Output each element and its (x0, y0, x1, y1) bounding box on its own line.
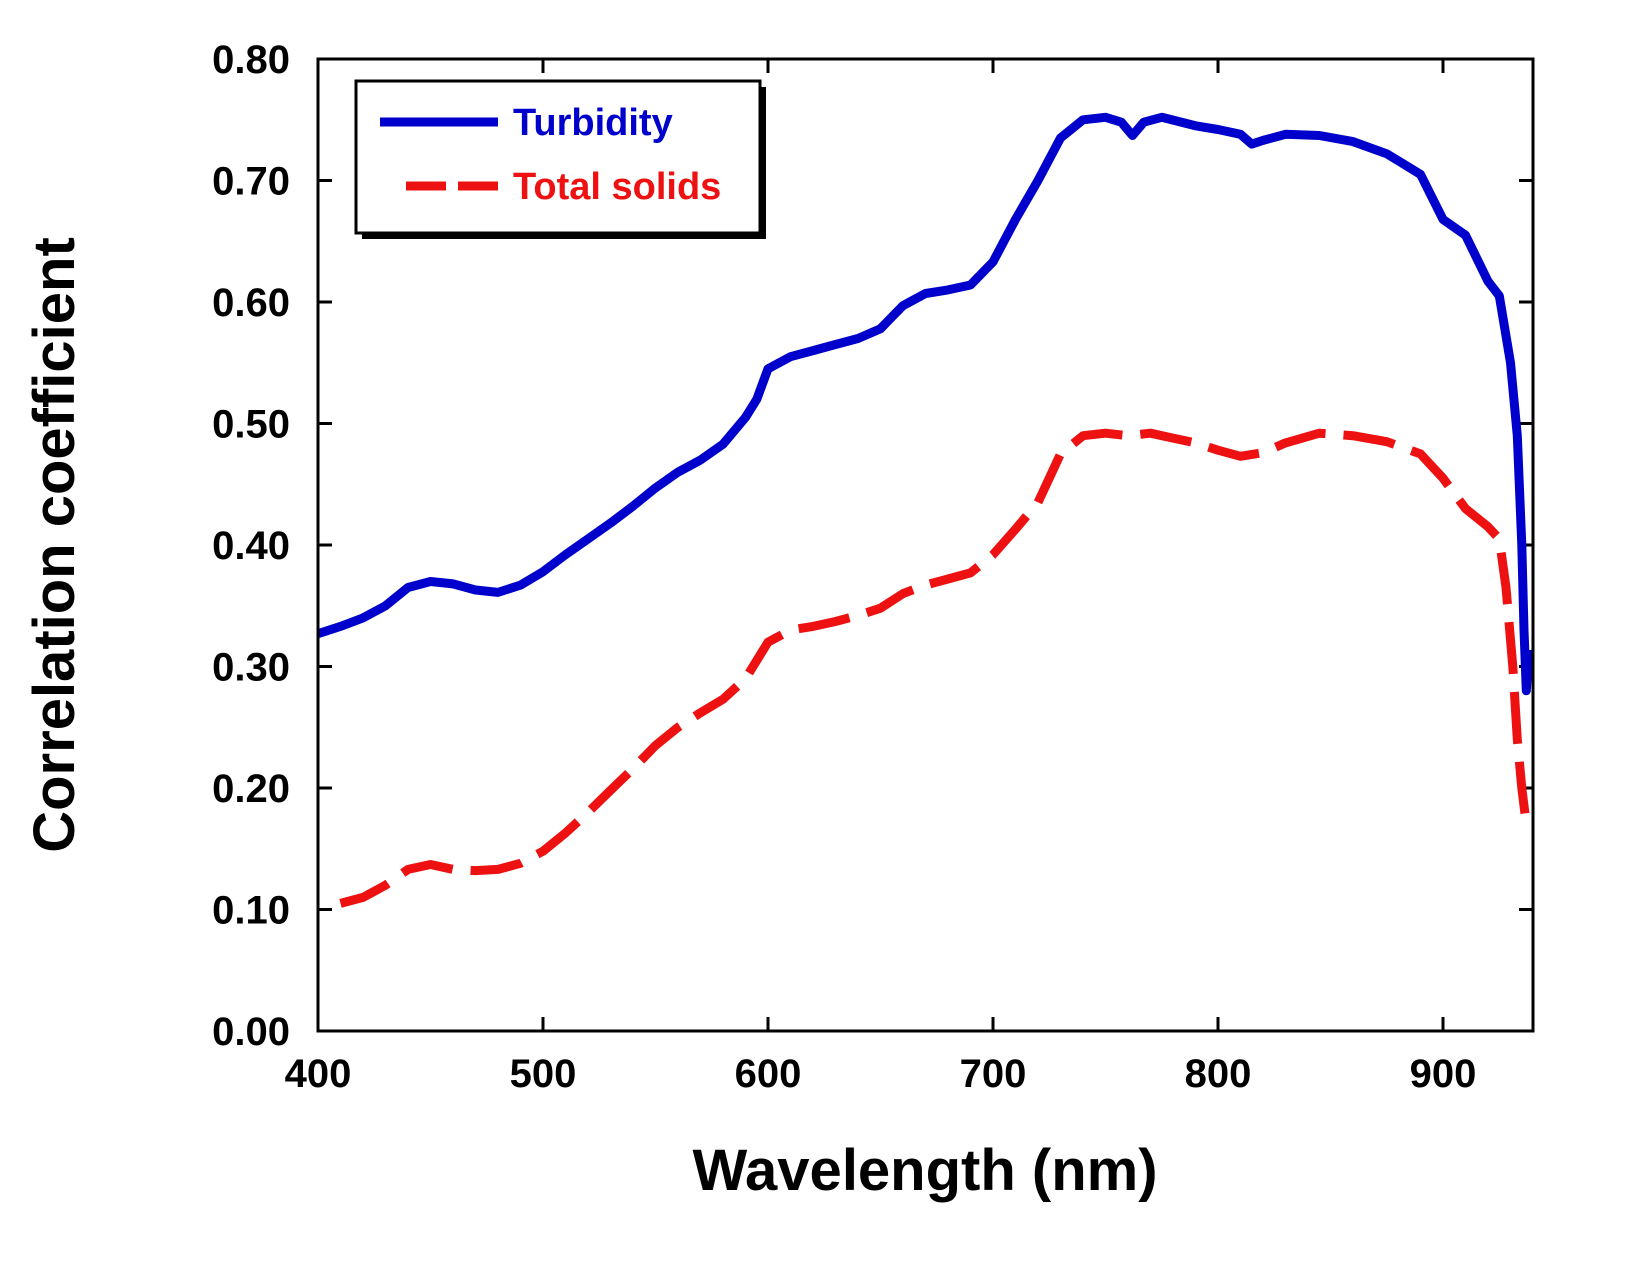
series-layer (318, 112, 1534, 908)
series-line-turbidity (318, 112, 1534, 696)
x-tick-label: 800 (1185, 1052, 1252, 1096)
y-axis-title: Correlation coefficient (22, 237, 87, 853)
x-tick-label: 500 (510, 1052, 577, 1096)
plot-frame (316, 57, 1535, 1033)
y-tick-label: 0.40 (212, 524, 290, 568)
x-tick-label: 600 (735, 1052, 802, 1096)
y-tick-label: 0.00 (212, 1010, 290, 1054)
legend-label-total-solids: Total solids (513, 166, 721, 208)
x-tick-label: 700 (960, 1052, 1027, 1096)
x-tick-label: 400 (285, 1052, 352, 1096)
y-tick-label: 0.80 (212, 38, 290, 82)
y-tick-label: 0.60 (212, 281, 290, 325)
x-tick-label: 900 (1410, 1052, 1477, 1096)
y-tick-label: 0.50 (212, 403, 290, 447)
x-axis-title: Wavelength (nm) (692, 1138, 1157, 1203)
series-line-total-solids (339, 428, 1531, 908)
y-tick-label: 0.70 (212, 160, 290, 204)
legend-box (354, 79, 762, 235)
legend-label-turbidity: Turbidity (513, 102, 673, 144)
legend: Turbidity Total solids (354, 79, 766, 239)
y-axis-ticks: 0.00 0.10 0.20 0.30 0.40 0.50 0.60 0.70 0.80 (212, 38, 1533, 1054)
y-tick-label: 0.20 (212, 767, 290, 811)
y-tick-label: 0.30 (212, 646, 290, 690)
x-axis-ticks: 400 500 600 700 800 900 (285, 59, 1477, 1096)
y-tick-label: 0.10 (212, 889, 290, 933)
